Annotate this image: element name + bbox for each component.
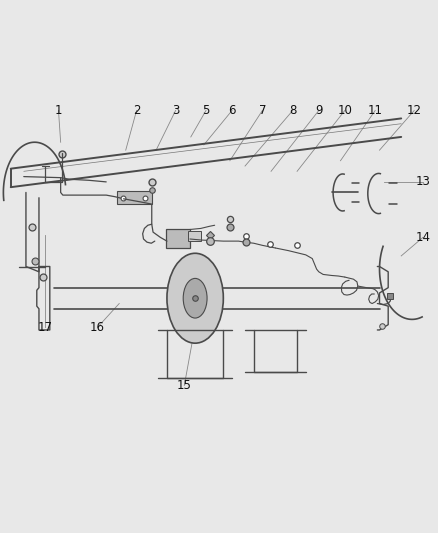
Text: 5: 5 [202,104,210,117]
FancyBboxPatch shape [188,231,201,241]
Text: 9: 9 [315,104,322,117]
Ellipse shape [183,278,207,318]
Text: 10: 10 [337,104,352,117]
FancyBboxPatch shape [117,191,152,204]
Text: 8: 8 [289,104,297,117]
Text: 12: 12 [407,104,422,117]
Text: 6: 6 [228,104,236,117]
FancyBboxPatch shape [166,230,190,248]
Ellipse shape [167,253,223,343]
Text: 7: 7 [258,104,266,117]
Text: 14: 14 [415,231,431,244]
Text: 16: 16 [90,321,105,334]
Text: 15: 15 [177,379,192,392]
Text: 11: 11 [367,104,383,117]
Text: 2: 2 [133,104,140,117]
Text: 3: 3 [172,104,179,117]
Text: 17: 17 [38,321,53,334]
Text: 1: 1 [55,104,62,117]
Text: 13: 13 [416,175,431,188]
